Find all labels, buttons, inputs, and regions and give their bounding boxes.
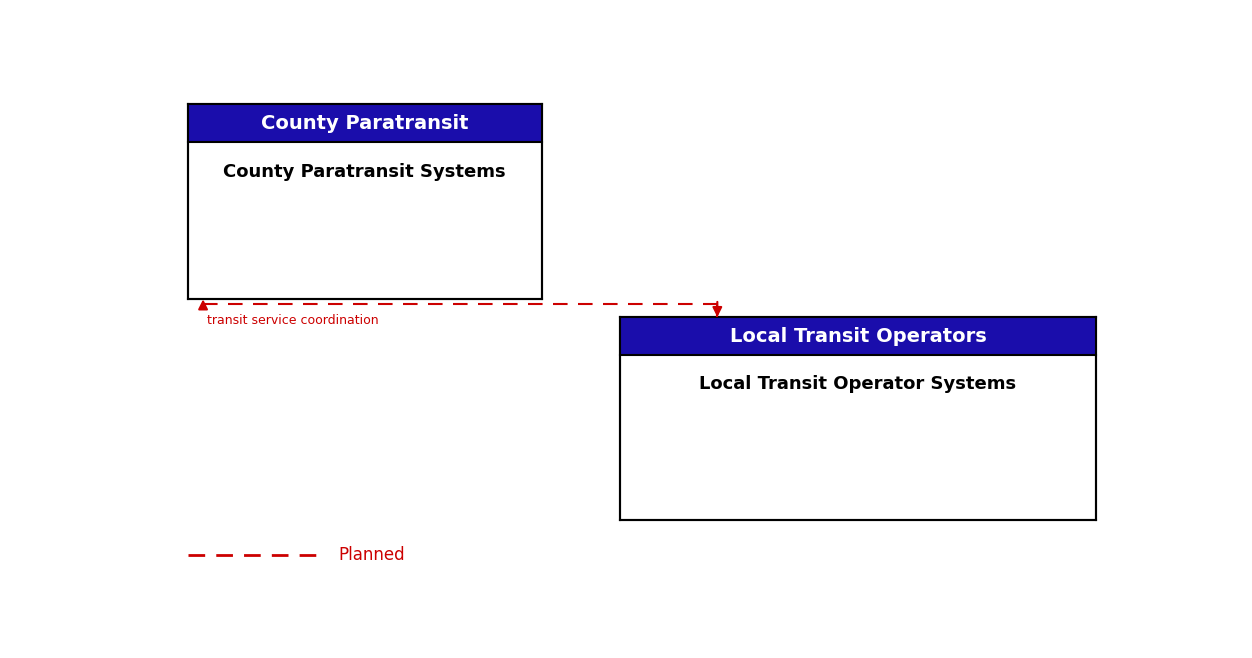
Bar (188, 105, 542, 299)
Text: Planned: Planned (338, 546, 404, 564)
Bar (620, 317, 1096, 520)
Text: transit service coordination: transit service coordination (207, 314, 378, 326)
Text: County Paratransit: County Paratransit (260, 114, 468, 133)
Text: County Paratransit Systems: County Paratransit Systems (223, 163, 506, 180)
Text: Local Transit Operator Systems: Local Transit Operator Systems (700, 375, 1017, 393)
Text: Local Transit Operators: Local Transit Operators (730, 326, 987, 345)
Bar (188, 104, 542, 142)
Bar (620, 317, 1096, 355)
